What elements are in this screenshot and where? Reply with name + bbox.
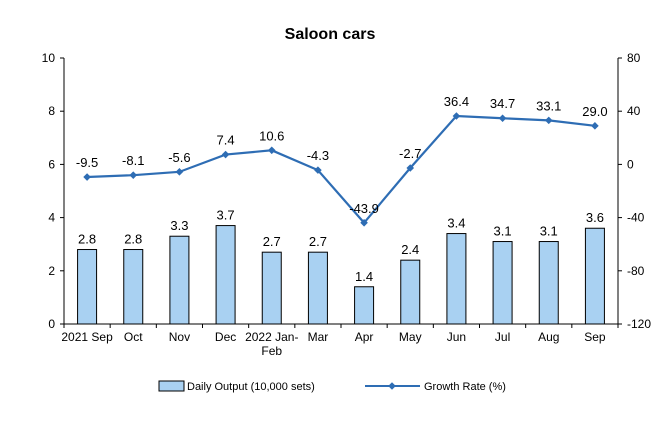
legend-line-label: Growth Rate (%) [424,381,506,393]
line-value-label: 36.4 [444,94,469,109]
right-tick-label: -120 [627,317,651,331]
line-value-label: -43.9 [349,201,379,216]
x-tick-label: 2021 Sep [61,330,113,344]
bar [261,251,282,325]
bar-value-label: 3.6 [586,210,604,225]
left-tick-label: 4 [48,211,55,225]
line-point-marker [83,173,91,181]
line-point-marker [544,116,553,125]
line-value-label: 34.7 [490,96,515,111]
right-tick-label: 80 [627,51,641,65]
bar-value-label: 3.7 [217,208,235,223]
x-tick-label: Oct [124,330,143,344]
line-point-marker [221,150,230,159]
x-tick-label: Mar [308,330,329,344]
x-tick-label: May [399,330,422,344]
right-tick-label: 40 [627,104,641,118]
bar-value-label: 2.8 [124,232,142,247]
left-tick-label: 8 [48,104,55,118]
legend-bar-swatch [158,380,185,392]
x-tick-label: Apr [355,330,374,344]
axes-group: 0 2 4 6 8 10 -120 -80 -40 0 40 80 2021 Sep Oct Nov Dec 2… [42,51,652,358]
left-tick-label: 6 [48,157,55,171]
line-point-marker [267,146,276,155]
line-point-marker [360,218,368,227]
data-labels-group: 2.8 2.8 3.3 3.7 2.7 2.7 1.4 2.4 3.4 3.1 3.1 3.6 -9.5… [76,94,608,284]
left-tick-label: 10 [42,51,56,65]
line-value-label: -4.3 [307,148,329,163]
bar [492,241,513,325]
bar-value-label: 2.7 [309,234,327,249]
line-group [83,112,599,227]
legend: Daily Output (10,000 sets) Growth Rate (%… [158,380,506,393]
legend-bar-label: Daily Output (10,000 sets) [187,381,315,393]
line-value-label: -8.1 [122,153,144,168]
bar-value-label: 3.1 [540,224,558,239]
bar [538,241,559,325]
x-tick-label: Dec [215,330,236,344]
x-tick-label: Sep [584,330,606,344]
line-value-label: -2.7 [399,146,421,161]
bar [215,225,236,325]
line-point-marker [498,114,507,123]
x-tick-label: 2022 Jan-Feb [245,330,298,358]
bar-value-label: 3.4 [447,216,465,231]
bar-value-label: 2.8 [78,232,96,247]
x-tick-label: Nov [169,330,190,344]
line-point-marker [175,168,184,176]
line-value-label: -5.6 [168,150,190,165]
growth-rate-line [87,114,596,225]
left-tick-label: 2 [48,264,55,278]
line-point-marker [129,171,138,179]
bar [354,286,375,325]
bar-value-label: 3.3 [170,218,188,233]
chart-title: Saloon cars [285,26,376,43]
x-tick-label: Jun [447,330,466,344]
bar [400,259,421,325]
bar-value-label: 1.4 [355,269,373,284]
bar-value-label: 2.7 [263,234,281,249]
bar [123,249,144,325]
left-tick-label: 0 [48,317,55,331]
bar [584,227,605,325]
bar-value-label: 2.4 [401,242,419,257]
line-point-marker [591,122,599,130]
bar [446,233,467,325]
bar [307,251,328,325]
bars-group [77,225,605,325]
bar [169,235,190,325]
line-value-label: -9.5 [76,155,98,170]
bar-value-label: 3.1 [494,224,512,239]
right-tick-label: -80 [627,264,645,278]
line-value-label: 10.6 [259,128,284,143]
x-tick-label: Aug [538,330,559,344]
bar [77,249,98,325]
line-point-marker [314,166,322,174]
legend-line-marker [388,382,396,390]
line-point-marker [452,112,461,120]
right-tick-label: -40 [627,211,645,225]
line-point-marker [406,164,415,172]
x-tick-label: Jul [495,330,510,344]
line-value-label: 7.4 [217,133,235,148]
line-value-label: 33.1 [536,98,561,113]
line-value-label: 29.0 [582,104,607,119]
right-tick-label: 0 [627,157,634,171]
